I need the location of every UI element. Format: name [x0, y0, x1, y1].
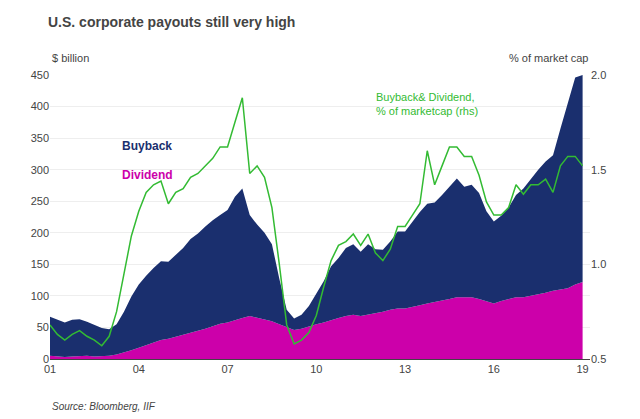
- svg-text:01: 01: [44, 363, 56, 375]
- svg-text:U.S. corporate payouts still v: U.S. corporate payouts still very high: [48, 14, 295, 30]
- svg-text:Source: Bloomberg, IIF: Source: Bloomberg, IIF: [52, 401, 156, 412]
- svg-text:16: 16: [488, 363, 500, 375]
- svg-text:19: 19: [576, 363, 588, 375]
- svg-text:300: 300: [31, 164, 49, 176]
- svg-text:Buyback: Buyback: [122, 139, 172, 153]
- svg-text:0.5: 0.5: [591, 353, 606, 365]
- svg-text:1.5: 1.5: [591, 164, 606, 176]
- svg-text:50: 50: [37, 321, 49, 333]
- svg-text:04: 04: [133, 363, 145, 375]
- svg-text:% of market cap: % of market cap: [509, 52, 588, 64]
- svg-text:07: 07: [221, 363, 233, 375]
- svg-text:Buyback& Dividend,% of marketc: Buyback& Dividend,% of marketcap (rhs): [376, 91, 478, 117]
- svg-text:0: 0: [43, 353, 49, 365]
- svg-text:350: 350: [31, 132, 49, 144]
- svg-text:250: 250: [31, 195, 49, 207]
- svg-text:1.0: 1.0: [591, 258, 606, 270]
- svg-text:400: 400: [31, 100, 49, 112]
- svg-text:Dividend: Dividend: [122, 168, 173, 182]
- svg-text:$ billion: $ billion: [52, 52, 89, 64]
- svg-text:100: 100: [31, 290, 49, 302]
- svg-text:10: 10: [310, 363, 322, 375]
- svg-text:200: 200: [31, 227, 49, 239]
- svg-text:2.0: 2.0: [591, 69, 606, 81]
- svg-text:150: 150: [31, 258, 49, 270]
- svg-text:13: 13: [399, 363, 411, 375]
- svg-text:450: 450: [31, 69, 49, 81]
